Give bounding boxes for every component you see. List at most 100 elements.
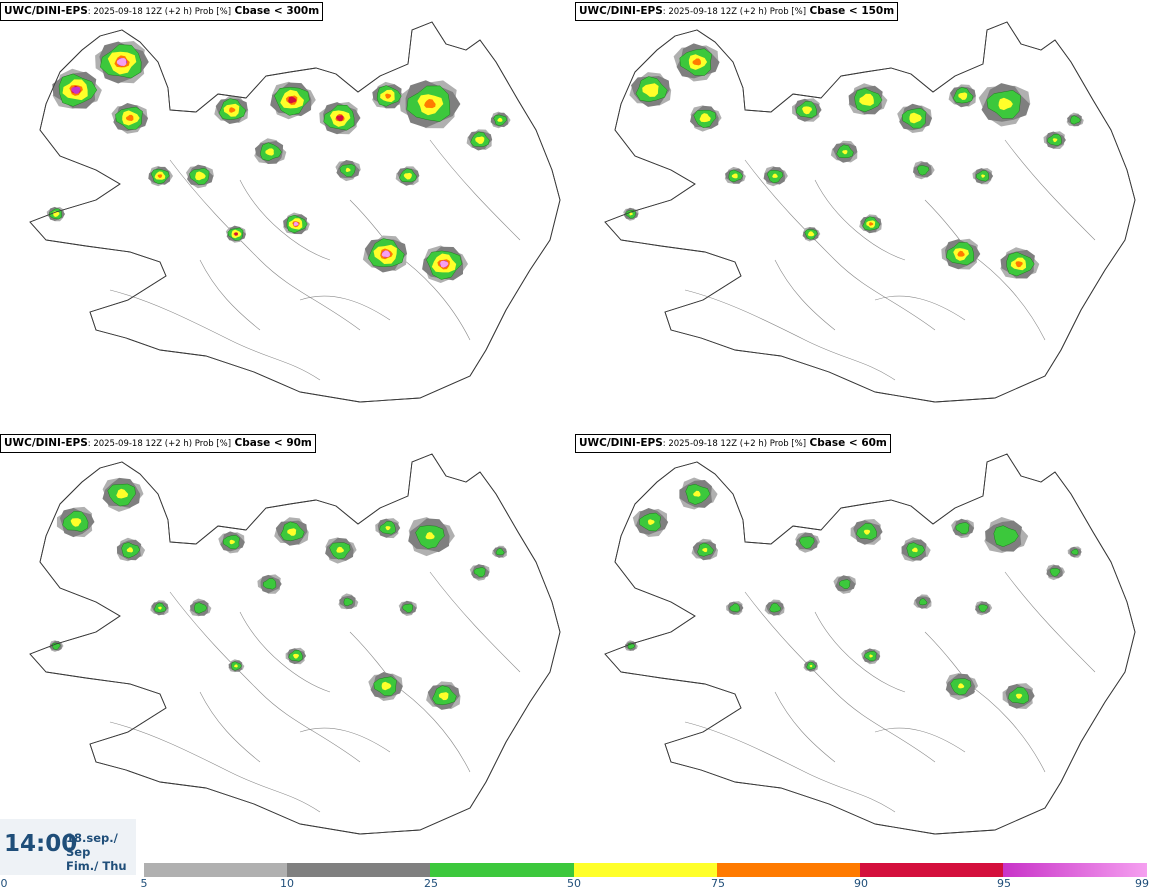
parameter-label: Cbase < 150m [809, 5, 895, 17]
panel-title: UWC/DINI-EPS: 2025-09-18 12Z (+2 h) Prob… [0, 434, 316, 453]
probability-contour [958, 92, 968, 100]
probability-contour [978, 604, 988, 613]
probability-contour [1070, 115, 1081, 125]
probability-contour [195, 171, 206, 181]
probability-contour [424, 99, 436, 109]
probability-contour [288, 96, 297, 104]
legend-label: 99 [1135, 877, 1149, 890]
probability-contour [293, 221, 299, 226]
terrain-contour [874, 295, 966, 321]
map-panel-cbase-90: UWC/DINI-EPS: 2025-09-18 12Z (+2 h) Prob… [0, 432, 573, 862]
panel-title: UWC/DINI-EPS: 2025-09-18 12Z (+2 h) Prob… [575, 2, 899, 21]
terrain-contour [1004, 571, 1096, 673]
terrain-contour [109, 721, 321, 813]
probability-contour [116, 58, 127, 66]
legend-label: 95 [997, 877, 1011, 890]
probability-contour [993, 525, 1019, 547]
legend-label: 90 [854, 877, 868, 890]
coastline-outline [604, 21, 1136, 403]
probability-contour [869, 654, 873, 658]
probability-contour [838, 579, 851, 589]
coastline-outline [29, 453, 561, 835]
valid-date: 18.sep./ Sep Fim./ Thu [66, 831, 136, 873]
terrain-contour [814, 179, 906, 261]
valid-time-box: 14:00 18.sep./ Sep Fim./ Thu [0, 819, 136, 875]
probability-contour [116, 488, 129, 499]
probability-contour [475, 136, 485, 144]
legend-label: 10 [280, 877, 294, 890]
iceland-probability-map [29, 21, 561, 403]
map-panel-cbase-60: UWC/DINI-EPS: 2025-09-18 12Z (+2 h) Prob… [575, 432, 1148, 862]
probability-contour [642, 83, 659, 97]
probability-contour [869, 222, 874, 226]
run-info: : 2025-09-18 12Z (+2 h) Prob [%] [87, 439, 232, 449]
terrain-contour [874, 727, 966, 753]
probability-contour [265, 148, 274, 156]
probability-contour [385, 526, 391, 531]
probability-contour [957, 683, 965, 689]
probability-contour [769, 602, 782, 613]
probability-contour [1015, 693, 1023, 699]
map-panel-cbase-300: UWC/DINI-EPS: 2025-09-18 12Z (+2 h) Prob… [0, 0, 573, 430]
probability-contour [909, 112, 922, 124]
probability-contour [1071, 548, 1079, 555]
panel-title: UWC/DINI-EPS: 2025-09-18 12Z (+2 h) Prob… [0, 2, 324, 21]
parameter-label: Cbase < 60m [809, 437, 887, 449]
terrain-contour [429, 139, 521, 241]
probability-contour [918, 598, 928, 606]
terrain-contour [169, 591, 361, 763]
model-name: UWC/DINI-EPS [4, 5, 88, 17]
probability-contour [1052, 138, 1058, 143]
probability-contour [71, 86, 81, 94]
probability-contour [692, 58, 701, 66]
probability-contour [495, 548, 505, 556]
probability-contour [438, 692, 449, 701]
run-info: : 2025-09-18 12Z (+2 h) Prob [%] [87, 7, 232, 17]
probability-contour [916, 165, 930, 176]
terrain-contour [199, 259, 261, 331]
legend-label: 0 [0, 877, 8, 890]
probability-contour [647, 519, 655, 525]
probability-contour [70, 518, 82, 527]
run-info: : 2025-09-18 12Z (+2 h) Prob [%] [662, 7, 807, 17]
parameter-label: Cbase < 300m [234, 5, 320, 17]
legend-swatch [573, 863, 718, 877]
legend-swatch [716, 863, 861, 877]
legend-swatch [287, 863, 431, 877]
terrain-contour [814, 611, 906, 693]
probability-contour [336, 546, 344, 553]
probability-contour [693, 490, 701, 497]
terrain-contour [1004, 139, 1096, 241]
probability-contour [629, 212, 633, 216]
probability-contour [229, 539, 235, 545]
iceland-coastline [29, 453, 561, 835]
terrain-contour [774, 691, 836, 763]
legend-label: 5 [140, 877, 148, 890]
probability-contour [799, 536, 815, 549]
probability-contour [385, 93, 392, 99]
probability-contour [234, 664, 238, 668]
legend-swatch [1003, 863, 1147, 877]
probability-contour [229, 107, 236, 113]
iceland-probability-map [29, 453, 561, 835]
probability-contour [731, 173, 738, 179]
probability-contour [440, 260, 449, 268]
probability-contour [981, 174, 986, 178]
legend-label: 75 [711, 877, 725, 890]
coastline-outline [604, 453, 1136, 835]
terrain-contour [684, 289, 896, 381]
iceland-coastline [604, 453, 1136, 835]
probability-contour [473, 567, 486, 578]
terrain-contour [199, 691, 261, 763]
terrain-contour [239, 179, 331, 261]
probability-contour [497, 117, 503, 122]
probability-contour [293, 653, 299, 659]
terrain-contour [239, 611, 331, 693]
probability-contour [126, 114, 134, 121]
probability-contour [772, 173, 778, 178]
probability-contour [194, 602, 208, 614]
day-line: Fim./ Thu [66, 859, 127, 873]
probability-contour [157, 174, 163, 178]
probability-contour [381, 250, 390, 258]
terrain-contour [774, 259, 836, 331]
